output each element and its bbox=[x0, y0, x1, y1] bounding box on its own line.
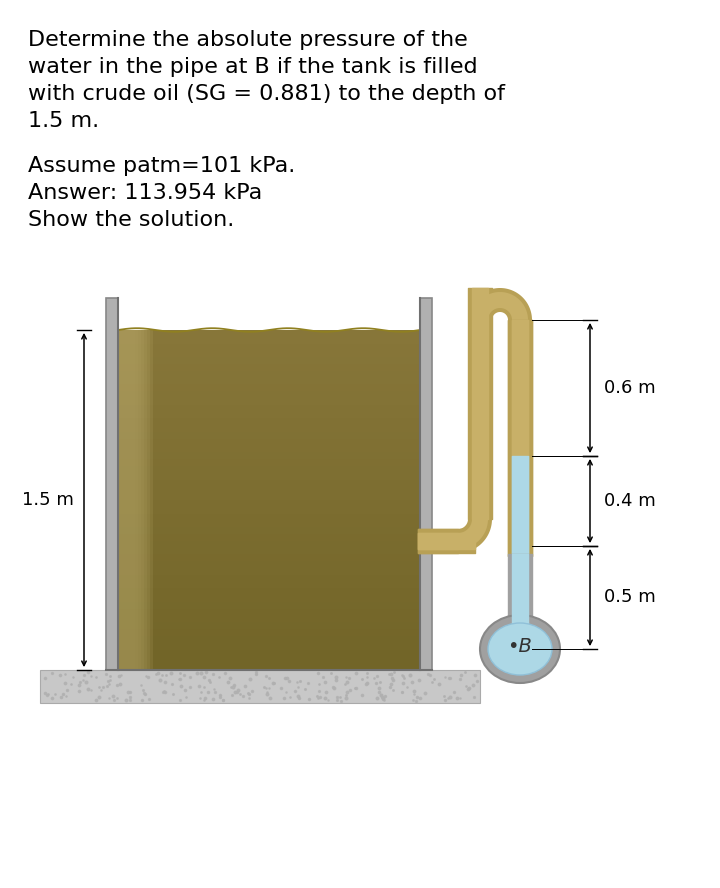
Polygon shape bbox=[118, 487, 420, 493]
Polygon shape bbox=[118, 330, 147, 670]
Ellipse shape bbox=[488, 623, 552, 675]
Polygon shape bbox=[118, 364, 420, 371]
Text: water in the pipe at B if the tank is filled: water in the pipe at B if the tank is fi… bbox=[28, 57, 477, 77]
Polygon shape bbox=[118, 344, 420, 351]
Polygon shape bbox=[118, 405, 420, 412]
Polygon shape bbox=[118, 615, 420, 622]
Polygon shape bbox=[118, 541, 420, 548]
Polygon shape bbox=[118, 398, 420, 405]
Polygon shape bbox=[118, 589, 420, 595]
Polygon shape bbox=[118, 493, 420, 500]
Polygon shape bbox=[118, 357, 420, 364]
Text: Determine the absolute pressure of the: Determine the absolute pressure of the bbox=[28, 30, 468, 50]
Polygon shape bbox=[118, 595, 420, 602]
Polygon shape bbox=[118, 663, 420, 670]
Text: Show the solution.: Show the solution. bbox=[28, 210, 234, 230]
Polygon shape bbox=[118, 459, 420, 466]
Polygon shape bbox=[118, 385, 420, 392]
Polygon shape bbox=[118, 656, 420, 663]
Text: 1.5 m: 1.5 m bbox=[22, 491, 74, 509]
Polygon shape bbox=[118, 432, 420, 439]
Polygon shape bbox=[118, 513, 420, 520]
Polygon shape bbox=[118, 650, 420, 656]
Polygon shape bbox=[118, 548, 420, 554]
Text: •B: •B bbox=[508, 638, 532, 656]
Text: 0.5 m: 0.5 m bbox=[604, 589, 656, 607]
Polygon shape bbox=[118, 527, 420, 534]
Polygon shape bbox=[118, 377, 420, 385]
Polygon shape bbox=[118, 337, 420, 344]
Polygon shape bbox=[118, 446, 420, 452]
Polygon shape bbox=[118, 412, 420, 418]
Polygon shape bbox=[118, 534, 420, 541]
Polygon shape bbox=[118, 371, 420, 377]
Polygon shape bbox=[118, 439, 420, 446]
Polygon shape bbox=[118, 480, 420, 487]
Polygon shape bbox=[118, 582, 420, 589]
Polygon shape bbox=[118, 330, 150, 670]
Polygon shape bbox=[420, 298, 432, 670]
Polygon shape bbox=[118, 554, 420, 561]
Polygon shape bbox=[118, 330, 141, 670]
Text: 1.5 m.: 1.5 m. bbox=[28, 111, 99, 131]
Polygon shape bbox=[118, 392, 420, 398]
Polygon shape bbox=[118, 609, 420, 615]
Polygon shape bbox=[472, 292, 528, 320]
Text: with crude oil (SG = 0.881) to the depth of: with crude oil (SG = 0.881) to the depth… bbox=[28, 84, 505, 104]
Text: 0.6 m: 0.6 m bbox=[604, 379, 656, 397]
Polygon shape bbox=[118, 351, 420, 357]
Polygon shape bbox=[118, 330, 420, 337]
Polygon shape bbox=[118, 452, 420, 459]
Text: Assume patm=101 kPa.: Assume patm=101 kPa. bbox=[28, 156, 295, 176]
Polygon shape bbox=[118, 330, 153, 670]
Polygon shape bbox=[458, 519, 492, 553]
Polygon shape bbox=[118, 472, 420, 480]
Polygon shape bbox=[118, 520, 420, 527]
Polygon shape bbox=[118, 466, 420, 472]
Polygon shape bbox=[106, 298, 118, 670]
Ellipse shape bbox=[480, 615, 560, 683]
Polygon shape bbox=[118, 630, 420, 636]
Polygon shape bbox=[118, 330, 144, 670]
Polygon shape bbox=[118, 425, 420, 432]
Polygon shape bbox=[118, 575, 420, 582]
Polygon shape bbox=[118, 622, 420, 630]
Polygon shape bbox=[458, 519, 488, 549]
Polygon shape bbox=[40, 670, 480, 703]
Polygon shape bbox=[118, 507, 420, 513]
Polygon shape bbox=[118, 500, 420, 507]
Text: Answer: 113.954 kPa: Answer: 113.954 kPa bbox=[28, 183, 262, 203]
Polygon shape bbox=[118, 602, 420, 609]
Polygon shape bbox=[118, 643, 420, 650]
Polygon shape bbox=[118, 418, 420, 425]
Polygon shape bbox=[118, 636, 420, 643]
Polygon shape bbox=[118, 561, 420, 568]
Polygon shape bbox=[118, 568, 420, 575]
Polygon shape bbox=[468, 288, 532, 320]
Text: 0.4 m: 0.4 m bbox=[604, 492, 656, 510]
